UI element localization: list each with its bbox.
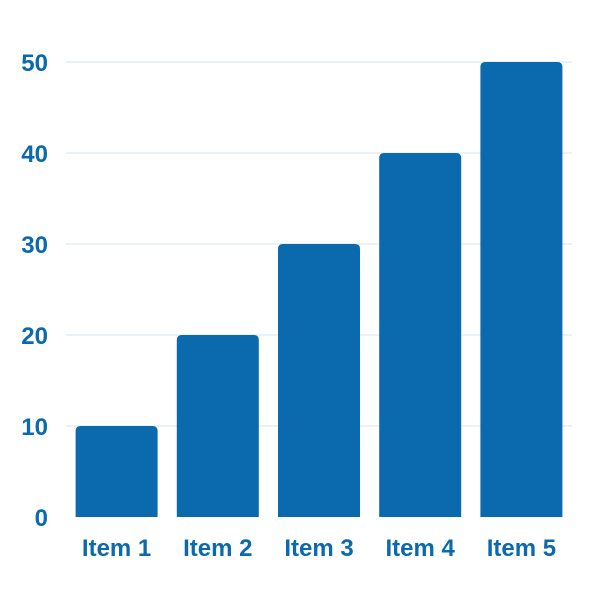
- x-tick-label: Item 3: [284, 535, 353, 562]
- y-tick-label: 40: [21, 141, 48, 168]
- bar-item-4: [379, 153, 462, 517]
- bars: [75, 62, 563, 517]
- bar-item-3: [278, 244, 360, 517]
- bar-item-5: [480, 62, 563, 517]
- y-tick-label: 50: [21, 50, 48, 77]
- x-tick-label: Item 1: [82, 535, 151, 562]
- x-tick-label: Item 4: [386, 535, 456, 562]
- x-tick-label: Item 5: [487, 535, 556, 562]
- y-tick-label: 30: [21, 232, 48, 259]
- x-tick-label: Item 2: [183, 535, 252, 562]
- bar-item-2: [176, 335, 259, 517]
- y-tick-label: 20: [21, 323, 48, 350]
- y-axis-ticks: 0 10 20 30 40 50: [21, 50, 48, 532]
- y-tick-label: 10: [21, 414, 48, 441]
- y-tick-label: 0: [35, 505, 48, 532]
- x-axis-ticks: Item 1 Item 2 Item 3 Item 4 Item 5: [82, 535, 556, 562]
- bar-item-1: [75, 426, 158, 517]
